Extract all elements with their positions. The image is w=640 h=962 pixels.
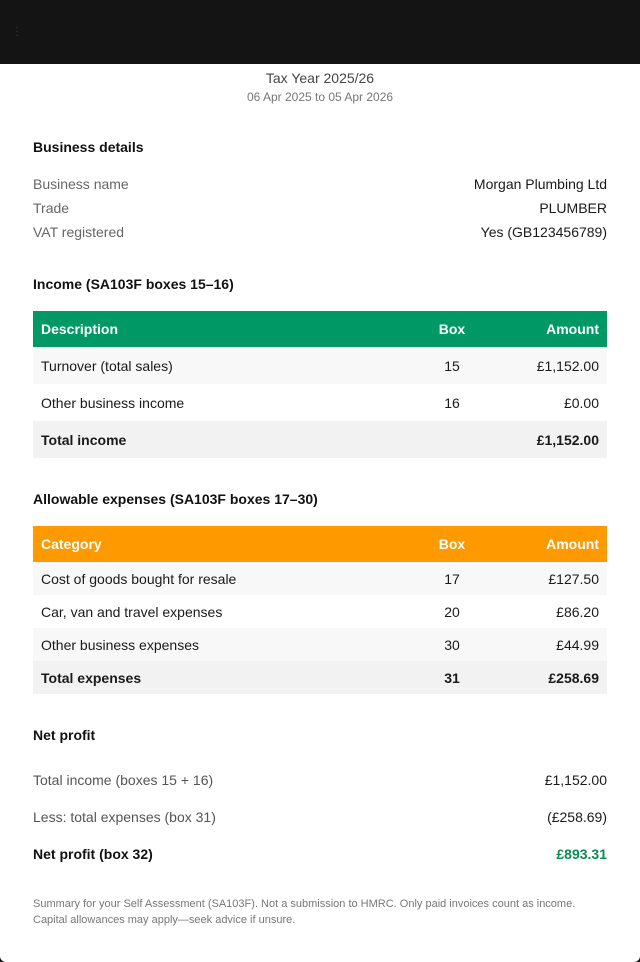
total-box [407,421,497,458]
trade-label: Trade [33,200,70,216]
net-profit-income-row: Total income (boxes 15 + 16) £1,152.00 [33,772,607,788]
row-amount: £0.00 [497,384,607,421]
row-box: 15 [407,347,497,384]
disclaimer-note: Summary for your Self Assessment (SA103F… [33,898,576,926]
tax-year-title: Tax Year 2025/26 [265,70,375,86]
vat-row: VAT registered Yes (GB123456789) [33,224,607,240]
row-amount: £1,152.00 [497,347,607,384]
expenses-total-row: Total expenses 31 £258.69 [33,661,607,694]
net-profit-expenses-label: Less: total expenses (box 31) [33,809,216,825]
total-box: 31 [407,661,497,694]
business-name-row: Business name Morgan Plumbing Ltd [33,176,607,192]
column-header-box: Box [407,526,497,562]
vat-value: Yes (GB123456789) [480,224,607,240]
net-profit-income-label: Total income (boxes 15 + 16) [33,772,214,788]
row-description: Other business income [33,384,407,421]
business-name-label: Business name [33,176,129,192]
total-amount: £258.69 [497,661,607,694]
income-table: Description Box Amount Turnover (total s… [33,311,607,458]
row-amount: £44.99 [497,628,607,661]
column-header-description: Description [33,311,407,347]
row-description: Other business expenses [33,628,407,661]
business-name-value: Morgan Plumbing Ltd [473,176,607,192]
trade-value: PLUMBER [539,200,607,216]
total-label: Total income [33,421,407,458]
row-description: Cost of goods bought for resale [33,562,407,595]
row-amount: £86.20 [497,595,607,628]
expenses-table: Category Box Amount Cost of goods bought… [33,526,607,694]
net-profit-income-value: £1,152.00 [544,772,607,788]
expenses-table-header: Category Box Amount [33,526,607,562]
total-label: Total expenses [33,661,407,694]
trade-row: Trade PLUMBER [33,200,607,216]
row-box: 20 [407,595,497,628]
table-row: Other business income 16 £0.00 [33,384,607,421]
column-header-box: Box [407,311,497,347]
expenses-heading: Allowable expenses (SA103F boxes 17–30) [33,491,318,507]
table-row: Other business expenses 30 £44.99 [33,628,607,661]
row-box: 30 [407,628,497,661]
net-profit-expenses-row: Less: total expenses (box 31) (£258.69) [33,809,607,825]
row-box: 16 [407,384,497,421]
income-total-row: Total income £1,152.00 [33,421,607,458]
net-profit-final-value: £893.31 [556,846,607,862]
income-heading: Income (SA103F boxes 15–16) [33,276,234,292]
net-profit-expenses-value: (£258.69) [547,809,607,825]
net-profit-final-row: Net profit (box 32) £893.31 [33,846,607,862]
net-profit-heading: Net profit [33,727,96,743]
business-details-heading: Business details [33,139,144,155]
income-table-header: Description Box Amount [33,311,607,347]
column-header-category: Category [33,526,407,562]
row-amount: £127.50 [497,562,607,595]
tax-summary-sheet: Tax Year 2025/26 06 Apr 2025 to 05 Apr 2… [0,64,640,962]
top-bar [0,0,640,64]
net-profit-final-label: Net profit (box 32) [33,846,153,862]
drag-handle-icon [16,27,18,37]
total-amount: £1,152.00 [497,421,607,458]
table-row: Cost of goods bought for resale 17 £127.… [33,562,607,595]
row-description: Turnover (total sales) [33,347,407,384]
column-header-amount: Amount [497,311,607,347]
row-box: 17 [407,562,497,595]
row-description: Car, van and travel expenses [33,595,407,628]
table-row: Turnover (total sales) 15 £1,152.00 [33,347,607,384]
table-row: Car, van and travel expenses 20 £86.20 [33,595,607,628]
tax-year-range: 06 Apr 2025 to 05 Apr 2026 [246,90,394,104]
vat-label: VAT registered [33,224,125,240]
column-header-amount: Amount [497,526,607,562]
